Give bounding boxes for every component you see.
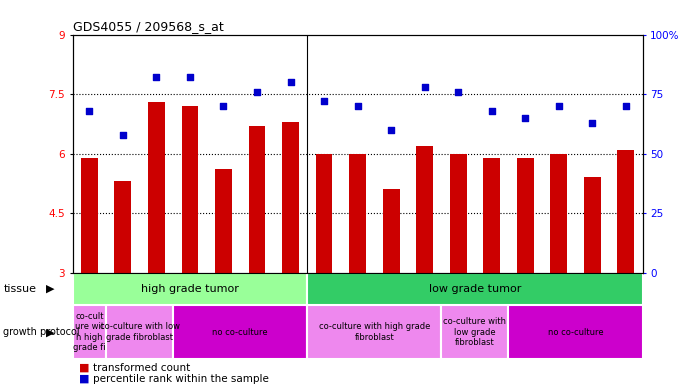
Bar [442,305,509,359]
Text: ■: ■ [79,363,90,373]
Bar [307,273,643,305]
Bar [509,305,643,359]
Text: GDS4055 / 209568_s_at: GDS4055 / 209568_s_at [73,20,223,33]
Bar [282,122,299,273]
Text: transformed count: transformed count [93,363,191,373]
Point [386,127,397,133]
Bar [73,305,106,359]
Bar [81,157,97,273]
Point [151,74,162,81]
Point [621,103,632,109]
Bar [584,177,600,273]
Bar [349,154,366,273]
Bar [450,154,466,273]
Point [419,84,430,90]
Text: low grade tumor: low grade tumor [429,284,521,294]
Point [218,103,229,109]
Bar [551,154,567,273]
Text: ▶: ▶ [46,327,54,337]
Text: growth protocol: growth protocol [3,327,80,337]
Text: no co-culture: no co-culture [548,328,603,337]
Text: ▶: ▶ [46,284,54,294]
Bar [73,273,307,305]
Text: co-culture with low
grade fibroblast: co-culture with low grade fibroblast [100,323,180,342]
Bar [173,305,307,359]
Text: co-culture with high grade
fibroblast: co-culture with high grade fibroblast [319,323,430,342]
Point [84,108,95,114]
Bar [249,126,265,273]
Bar [483,157,500,273]
Text: no co-culture: no co-culture [212,328,268,337]
Text: co-cult
ure wit
h high
grade fi: co-cult ure wit h high grade fi [73,312,106,352]
Text: high grade tumor: high grade tumor [141,284,239,294]
Point [553,103,565,109]
Point [252,89,263,95]
Bar [307,305,442,359]
Point [486,108,498,114]
Text: tissue: tissue [3,284,37,294]
Text: ■: ■ [79,374,90,384]
Bar [618,150,634,273]
Bar [316,154,332,273]
Text: percentile rank within the sample: percentile rank within the sample [93,374,269,384]
Bar [383,189,399,273]
Point [117,131,129,137]
Text: co-culture with
low grade
fibroblast: co-culture with low grade fibroblast [444,317,507,347]
Bar [148,102,164,273]
Point [352,103,363,109]
Bar [215,169,232,273]
Point [285,79,296,85]
Bar [115,181,131,273]
Bar [416,146,433,273]
Bar [182,106,198,273]
Bar [106,305,173,359]
Point [587,119,598,126]
Point [319,98,330,104]
Point [520,115,531,121]
Bar [517,157,533,273]
Point [453,89,464,95]
Point [184,74,196,81]
